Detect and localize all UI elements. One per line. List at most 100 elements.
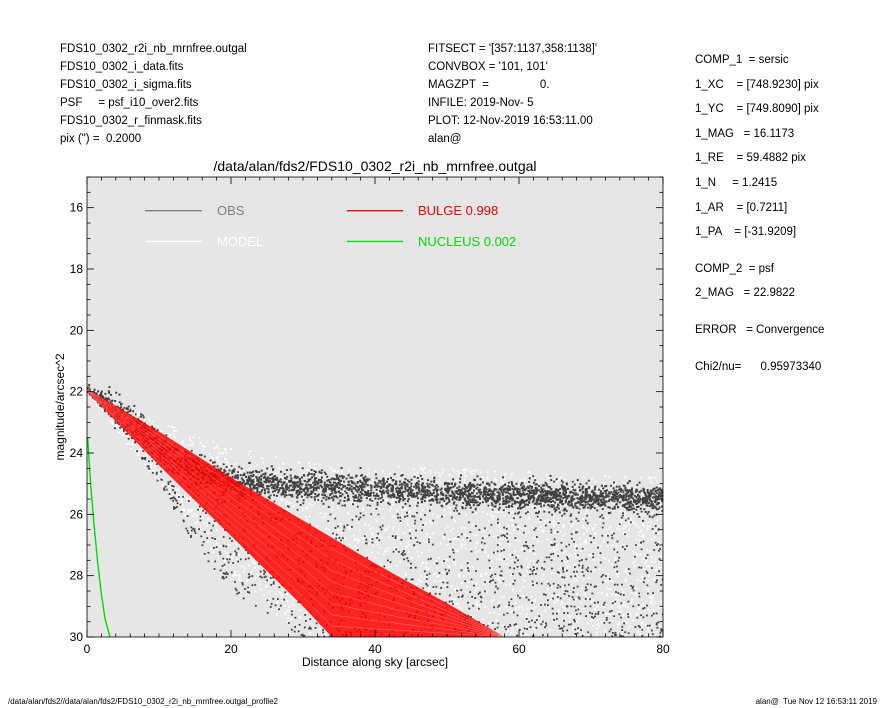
model-point: [501, 548, 503, 550]
obs-point: [348, 489, 351, 491]
obs-point: [498, 506, 501, 509]
obs-point: [588, 500, 591, 503]
obs-point: [235, 476, 237, 479]
model-point: [137, 451, 140, 454]
obs-point: [299, 483, 302, 486]
obs-point: [523, 488, 526, 491]
obs-point: [655, 532, 657, 535]
model-point: [623, 527, 625, 530]
obs-point: [564, 493, 567, 496]
obs-point: [626, 491, 629, 494]
model-point: [615, 598, 618, 600]
obs-point: [502, 499, 505, 502]
model-point: [154, 460, 156, 463]
obs-point: [421, 487, 424, 490]
obs-point: [532, 497, 535, 500]
obs-point: [331, 477, 334, 480]
obs-point: [328, 487, 331, 490]
obs-point: [605, 485, 608, 488]
model-point: [496, 511, 499, 514]
obs-point: [550, 494, 553, 497]
model-point: [183, 494, 186, 497]
obs-point: [615, 489, 618, 492]
obs-point: [343, 496, 346, 499]
model-point: [629, 625, 631, 627]
obs-point: [661, 498, 663, 501]
model-point: [267, 579, 270, 582]
obs-point: [426, 494, 429, 497]
obs-point: [351, 482, 354, 485]
obs-point: [448, 500, 451, 503]
obs-point: [359, 491, 362, 493]
model-point: [266, 572, 269, 575]
header-mid-line-5: alan@: [428, 133, 462, 145]
obs-point: [364, 490, 366, 493]
obs-point: [445, 490, 448, 493]
obs-point: [630, 492, 633, 495]
model-point: [538, 520, 541, 523]
obs-point: [280, 493, 283, 496]
obs-point: [650, 502, 653, 505]
obs-point: [380, 501, 383, 503]
obs-point: [610, 491, 613, 494]
obs-point: [294, 481, 297, 484]
obs-point: [605, 617, 608, 619]
model-point: [502, 596, 505, 599]
obs-point: [438, 501, 441, 504]
obs-point: [349, 487, 351, 490]
model-point: [161, 471, 164, 473]
obs-point: [393, 473, 396, 476]
model-point: [356, 548, 359, 550]
model-point: [412, 536, 415, 538]
model-point: [480, 573, 482, 575]
obs-point: [312, 474, 315, 477]
model-point: [305, 610, 307, 613]
obs-point: [317, 487, 320, 489]
obs-point: [141, 414, 144, 417]
obs-point: [537, 497, 540, 499]
model-point: [645, 624, 647, 626]
model-point: [505, 584, 508, 586]
obs-point: [358, 498, 361, 501]
obs-point: [338, 537, 341, 539]
obs-point: [503, 490, 506, 493]
obs-point: [428, 499, 431, 502]
model-point: [133, 443, 136, 445]
obs-point: [571, 596, 574, 598]
obs-point: [358, 488, 361, 491]
obs-point: [609, 511, 612, 514]
obs-point: [417, 492, 420, 495]
obs-point: [257, 480, 260, 483]
model-point: [218, 452, 221, 455]
obs-point: [299, 487, 302, 490]
model-point: [628, 487, 631, 490]
model-point: [137, 413, 139, 416]
obs-point: [319, 484, 322, 487]
model-point: [298, 461, 301, 464]
model-point: [501, 559, 503, 562]
obs-point: [312, 489, 315, 492]
obs-point: [264, 489, 266, 492]
model-point: [406, 546, 408, 548]
model-point: [490, 515, 493, 518]
obs-point: [504, 483, 507, 486]
obs-point: [546, 490, 549, 493]
model-point: [203, 521, 206, 524]
obs-point: [599, 494, 602, 497]
obs-point: [521, 489, 524, 492]
model-point: [564, 550, 567, 553]
obs-point: [381, 496, 384, 499]
model-point: [638, 539, 641, 542]
model-point: [526, 566, 529, 568]
obs-point: [547, 500, 550, 503]
obs-point: [494, 501, 497, 504]
model-point: [640, 604, 643, 607]
model-point: [240, 469, 243, 472]
obs-point: [469, 487, 472, 490]
model-point: [607, 588, 610, 591]
obs-point: [298, 491, 301, 494]
obs-point: [388, 503, 391, 506]
obs-point: [443, 500, 446, 503]
obs-point: [613, 489, 616, 492]
obs-point: [594, 496, 597, 499]
